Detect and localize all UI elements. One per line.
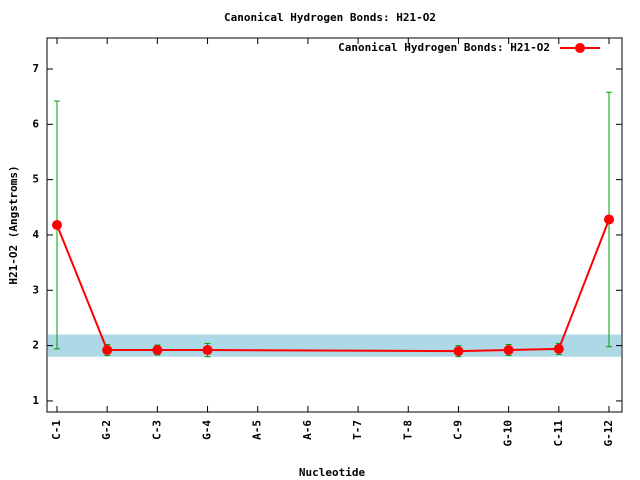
x-tick-label: A-6 bbox=[301, 420, 314, 440]
data-point bbox=[553, 343, 564, 354]
data-point bbox=[102, 345, 113, 356]
x-tick-label: C-3 bbox=[150, 420, 163, 440]
reference-band bbox=[48, 334, 621, 357]
data-line bbox=[56, 219, 610, 353]
y-tick-label: 2 bbox=[32, 339, 39, 352]
x-tick-label: T-8 bbox=[401, 420, 414, 440]
data-point bbox=[604, 214, 614, 225]
data-point bbox=[503, 345, 514, 356]
legend-marker bbox=[575, 43, 585, 53]
data-point bbox=[202, 345, 213, 356]
x-tick-label: G-4 bbox=[201, 420, 214, 440]
x-tick-label: G-2 bbox=[100, 420, 113, 440]
y-tick-label: 6 bbox=[32, 117, 39, 130]
x-tick-label: C-11 bbox=[552, 420, 565, 447]
x-tick-label: G-10 bbox=[502, 420, 515, 447]
y-tick-label: 3 bbox=[32, 283, 39, 296]
x-tick-label: C-9 bbox=[451, 420, 464, 440]
data-point bbox=[453, 346, 464, 357]
y-tick-label: 1 bbox=[32, 394, 39, 407]
plot-frame bbox=[46, 37, 623, 413]
x-tick-label: C-1 bbox=[50, 420, 63, 440]
x-tick-label: A-5 bbox=[251, 420, 264, 440]
y-tick-label: 7 bbox=[32, 62, 39, 75]
y-tick-label: 4 bbox=[32, 228, 39, 241]
legend-label: Canonical Hydrogen Bonds: H21-O2 bbox=[338, 41, 550, 54]
chart-title: Canonical Hydrogen Bonds: H21-O2 bbox=[224, 11, 436, 24]
x-tick-label: G-12 bbox=[602, 420, 615, 447]
x-axis-label: Nucleotide bbox=[299, 466, 366, 479]
data-point bbox=[152, 345, 163, 356]
data-point bbox=[52, 220, 62, 230]
y-tick-label: 5 bbox=[32, 173, 39, 186]
y-axis-label: H21-O2 (Angstroms) bbox=[7, 165, 20, 284]
x-tick-label: T-7 bbox=[351, 420, 364, 440]
